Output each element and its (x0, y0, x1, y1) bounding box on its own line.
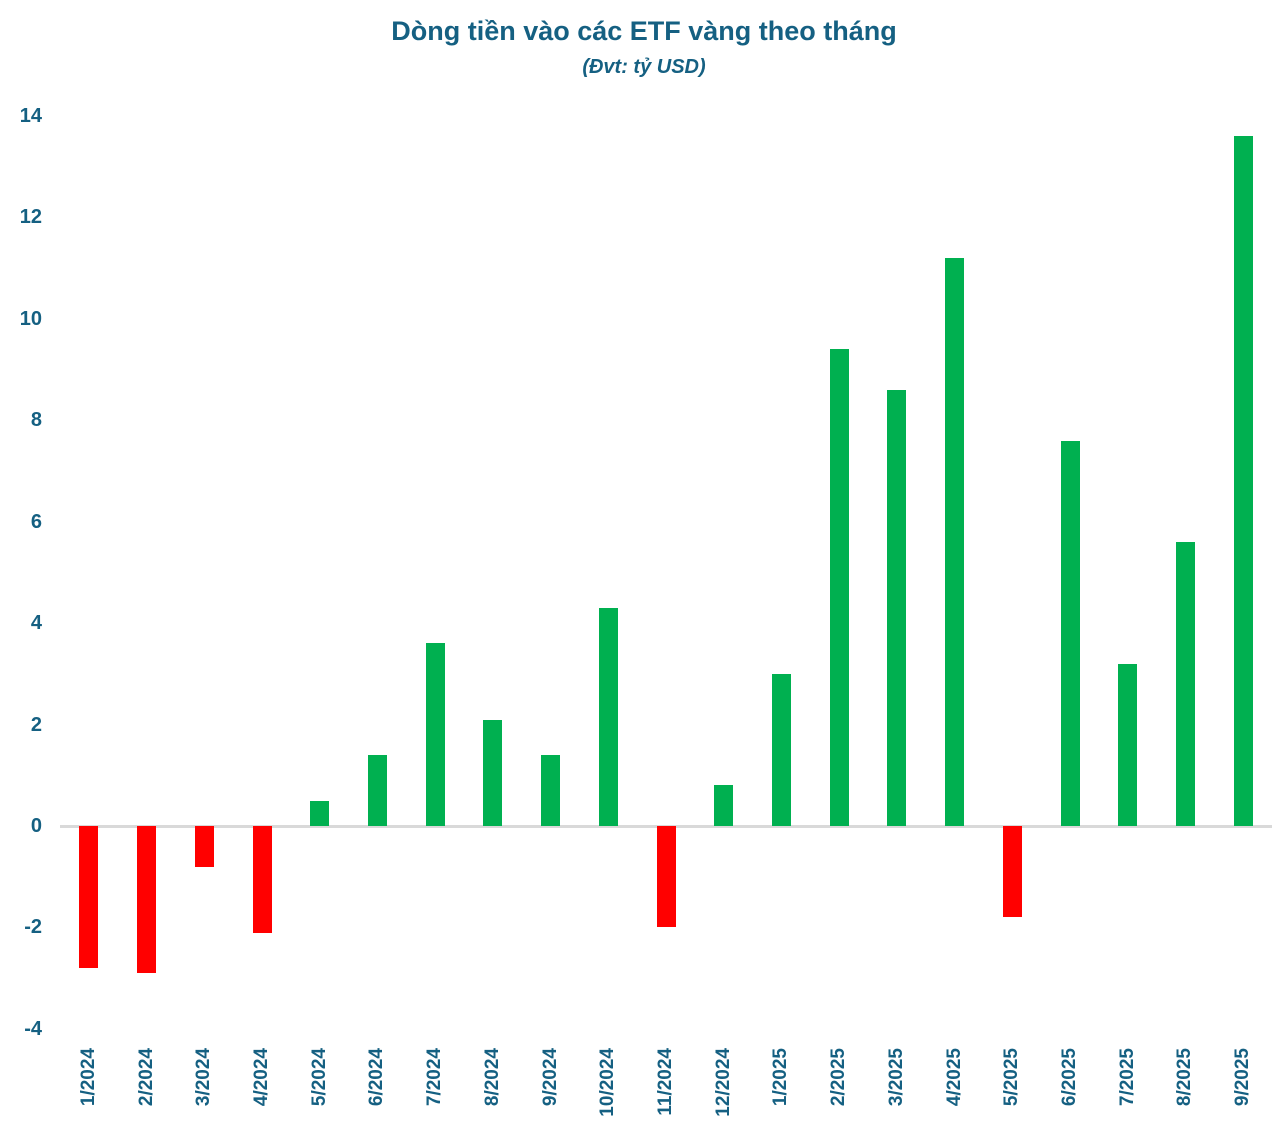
bar-11-2024 (656, 826, 676, 928)
y-axis-tick-label: 6 (30, 510, 42, 533)
bar-8-2025 (1175, 542, 1195, 826)
bar-9-2025 (1233, 136, 1253, 826)
bar-4-2024 (252, 826, 272, 933)
x-axis-category-label-2-2024: 2/2024 (135, 1048, 157, 1107)
x-axis-category-label-2-2025: 2/2025 (828, 1048, 850, 1107)
y-axis-tick-label: 12 (19, 206, 42, 229)
bar-1-2025 (771, 673, 791, 826)
y-axis-tick-label: -4 (24, 1017, 42, 1040)
bar-8-2024 (483, 719, 503, 826)
x-axis-category-label-6-2025: 6/2025 (1059, 1048, 1080, 1107)
bar-2-2024 (137, 826, 157, 974)
bar-6-2025 (1060, 440, 1080, 826)
bar-10-2024 (598, 607, 618, 826)
x-axis-category-label-9-2025: 9/2025 (1232, 1048, 1254, 1107)
y-axis-tick-label: -2 (24, 916, 42, 939)
y-axis-tick-label: 14 (19, 105, 42, 127)
bar-3-2024 (194, 826, 214, 867)
bar-9-2024 (541, 755, 561, 826)
x-axis-category-label-5-2024: 5/2024 (308, 1048, 330, 1107)
x-axis-category-label-1-2024: 1/2024 (77, 1048, 99, 1107)
chart-title: Dòng tiền vào các ETF vàng theo tháng (391, 16, 897, 46)
x-axis-category-label-10-2024: 10/2024 (597, 1048, 619, 1117)
x-axis-category-label-6-2024: 6/2024 (366, 1048, 388, 1107)
bar-7-2025 (1118, 663, 1138, 826)
x-axis-category-label-9-2024: 9/2024 (539, 1048, 561, 1107)
y-axis-tick-label: 8 (30, 409, 42, 432)
bar-5-2025 (1002, 826, 1022, 918)
bar-12-2024 (714, 785, 734, 826)
x-axis-category-label-1-2025: 1/2025 (770, 1048, 792, 1107)
x-axis-category-label-4-2024: 4/2024 (251, 1048, 272, 1107)
bar-3-2025 (887, 389, 907, 826)
y-axis-tick-label: 10 (19, 307, 42, 330)
y-axis-tick-label: 2 (30, 713, 42, 736)
bar-4-2025 (945, 258, 965, 826)
x-axis-category-label-5-2025: 5/2025 (1001, 1048, 1023, 1107)
bar-6-2024 (367, 755, 387, 826)
y-axis-tick-label: 0 (30, 815, 42, 837)
x-axis-category-label-8-2025: 8/2025 (1174, 1048, 1196, 1107)
x-axis-category-label-3-2025: 3/2025 (885, 1048, 907, 1107)
bar-7-2024 (425, 643, 445, 826)
bar-5-2024 (310, 800, 330, 826)
x-axis-category-label-12-2024: 12/2024 (712, 1048, 734, 1117)
x-axis-category-label-4-2025: 4/2025 (943, 1048, 965, 1107)
x-axis-category-label-7-2025: 7/2025 (1116, 1048, 1138, 1107)
chart-subtitle: (Đvt: tỷ USD) (582, 56, 706, 78)
y-axis-tick-label: 4 (30, 612, 42, 635)
bar-2-2025 (829, 349, 849, 826)
x-axis-category-label-3-2024: 3/2024 (193, 1048, 215, 1107)
x-axis-category-label-11-2024: 11/2024 (655, 1048, 676, 1116)
x-axis-category-label-7-2024: 7/2024 (424, 1048, 446, 1107)
bar-1-2024 (79, 826, 99, 968)
x-axis-category-label-8-2024: 8/2024 (481, 1048, 503, 1107)
